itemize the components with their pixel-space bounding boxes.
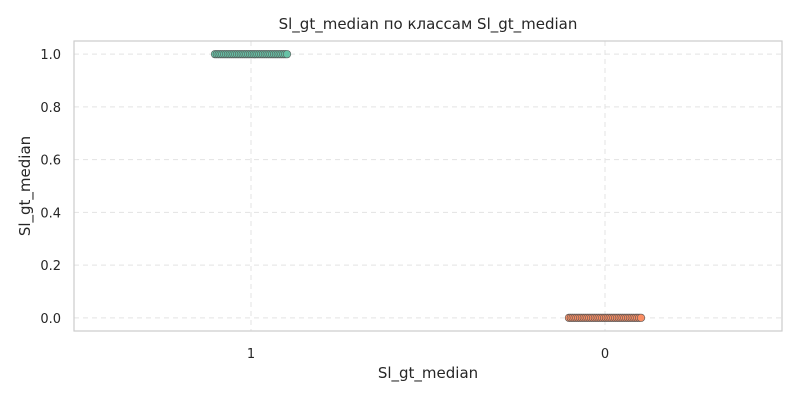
x-tick-label: 0 xyxy=(601,347,609,362)
y-tick-label: 1.0 xyxy=(40,48,61,63)
data-point xyxy=(636,313,646,322)
chart-title: Sl_gt_median по классам Sl_gt_median xyxy=(279,15,578,34)
x-axis-label: Sl_gt_median xyxy=(378,364,478,383)
y-tick-label: 0.4 xyxy=(40,206,61,221)
x-tick-label: 1 xyxy=(247,347,255,362)
y-tick-label: 0.8 xyxy=(40,101,61,116)
y-tick-label: 0.6 xyxy=(40,154,61,169)
data-point xyxy=(282,50,292,59)
points xyxy=(210,50,646,322)
y-tick-label: 0.0 xyxy=(40,312,61,327)
grid xyxy=(74,41,782,331)
y-ticks: 0.0 0.2 0.4 0.6 0.8 1.0 xyxy=(40,48,61,327)
y-axis-label: Sl_gt_median xyxy=(16,136,35,236)
plot-frame xyxy=(73,40,783,332)
y-tick-label: 0.2 xyxy=(40,259,61,274)
